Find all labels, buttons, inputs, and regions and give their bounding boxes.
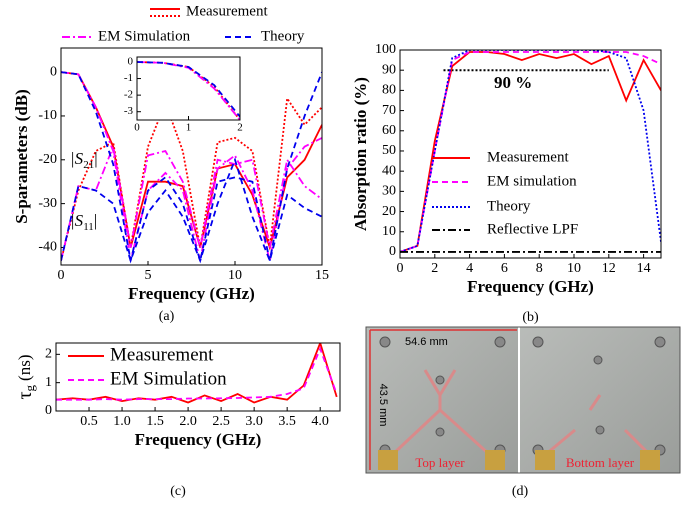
y-tick-label: -20 xyxy=(38,152,57,167)
y-tick-label: 90 xyxy=(382,62,396,77)
width-label: 54.6 mm xyxy=(405,336,448,348)
chart: 0 1 2 0 -1 -2 -3 xyxy=(124,56,243,134)
y-tick-label: 0 xyxy=(128,56,134,68)
x-axis-label: Frequency (GHz) xyxy=(128,284,255,303)
series-line xyxy=(400,50,661,253)
x-tick-label: 4.0 xyxy=(311,414,329,429)
x-axis-label: Frequency (GHz) xyxy=(135,430,262,449)
y-axis-label: τg (ns) xyxy=(14,355,37,400)
x-tick-label: 1.5 xyxy=(146,414,164,429)
height-label: 43.5 mm xyxy=(377,384,389,427)
y-tick-label: 100 xyxy=(375,42,396,57)
y-tick-label: -3 xyxy=(124,105,134,117)
y-tick-label: 20 xyxy=(382,204,396,219)
annotation: |S21| xyxy=(70,149,98,171)
x-tick-label: 1.0 xyxy=(113,414,131,429)
y-label-unit: (ns) xyxy=(15,355,34,381)
y-tick-label: -2 xyxy=(124,89,133,101)
caption: (c) xyxy=(170,484,186,499)
series-line xyxy=(61,157,322,264)
plot-frame xyxy=(136,56,241,121)
x-tick-label: 2 xyxy=(237,122,243,134)
x-tick-label: 10 xyxy=(228,268,242,283)
legend-label: Measurement xyxy=(487,149,569,165)
x-tick-label: 14 xyxy=(637,261,651,276)
x-tick-label: 0 xyxy=(58,268,65,283)
x-tick-label: 2 xyxy=(431,261,438,276)
threshold-label: 90 % xyxy=(494,73,532,92)
y-tick-label: 0 xyxy=(50,64,57,79)
caption: (b) xyxy=(522,310,539,325)
panel-label: Bottom layer xyxy=(566,455,635,470)
x-tick-label: 12 xyxy=(602,261,616,276)
photo: 54.6 mm 43.5 mm Top layer Bottom layer xyxy=(365,326,681,474)
chart: 0 2 4 6 8 10 12 14 0 10 20 30 40 50 60 70 80 90 100 90 % Fre… xyxy=(351,42,662,325)
plot-frame xyxy=(55,342,341,412)
x-tick-label: 1 xyxy=(186,122,192,134)
x-tick-label: 2.0 xyxy=(179,414,197,429)
annotation-text: |S xyxy=(70,211,84,230)
y-axis-label: S-parameters (dB) xyxy=(12,89,31,224)
legend-label: Theory xyxy=(261,28,305,44)
x-tick-label: 0 xyxy=(397,261,404,276)
legend-label: EM Simulation xyxy=(110,368,227,389)
x-axis-label: Frequency (GHz) xyxy=(467,277,594,296)
annotation: |S11| xyxy=(70,211,97,233)
legend-label: Theory xyxy=(487,198,531,214)
legend-label: Measurement xyxy=(186,3,268,19)
y-tick-label: -1 xyxy=(124,72,133,84)
x-tick-label: 0.5 xyxy=(80,414,98,429)
series-line xyxy=(137,61,240,118)
x-tick-label: 3.0 xyxy=(245,414,263,429)
y-tick-label: 2 xyxy=(45,347,52,362)
chart: 0.5 1.0 1.5 2.0 2.5 3.0 3.5 4.0 0 1 2 Frequency (GH… xyxy=(14,342,341,499)
y-tick-label: 30 xyxy=(382,184,396,199)
legend-label: Measurement xyxy=(110,344,214,365)
x-tick-label: 2.5 xyxy=(212,414,230,429)
x-tick-label: 3.5 xyxy=(278,414,296,429)
y-axis-label: Absorption ratio (%) xyxy=(351,77,370,231)
series-line xyxy=(61,143,322,261)
y-tick-label: -30 xyxy=(38,196,57,211)
caption: (d) xyxy=(512,484,529,499)
annotation-end: | xyxy=(94,211,97,230)
annotation-sub: 11 xyxy=(83,221,94,233)
x-tick-label: 10 xyxy=(567,261,581,276)
series-line xyxy=(61,95,322,261)
y-tick-label: 0 xyxy=(389,244,396,259)
y-tick-label: 40 xyxy=(382,163,396,178)
y-tick-label: 60 xyxy=(382,123,396,138)
series-line xyxy=(61,71,322,265)
x-tick-label: 6 xyxy=(501,261,508,276)
annotation-sub: 21 xyxy=(83,159,94,171)
legend-label: Reflective LPF xyxy=(487,221,578,237)
y-tick-label: 80 xyxy=(382,83,396,98)
annotation-text: |S xyxy=(70,149,84,168)
series-line xyxy=(61,71,322,261)
panel-label: Top layer xyxy=(415,455,465,470)
y-tick-label: 0 xyxy=(45,403,52,418)
legend-label: EM simulation xyxy=(487,173,577,189)
y-label-main: τ xyxy=(14,391,36,399)
plot-frame xyxy=(60,47,323,266)
y-tick-label: 10 xyxy=(382,224,396,239)
y-tick-label: -40 xyxy=(38,240,57,255)
x-tick-label: 8 xyxy=(536,261,543,276)
annotation-end: | xyxy=(94,149,97,168)
legend-label: EM Simulation xyxy=(98,28,191,44)
y-label-sub: g xyxy=(22,384,37,391)
y-tick-label: -10 xyxy=(38,108,57,123)
plot-frame xyxy=(399,49,662,259)
y-tick-label: 1 xyxy=(45,375,52,390)
x-tick-label: 4 xyxy=(466,261,473,276)
y-tick-label: 70 xyxy=(382,103,396,118)
y-tick-label: 50 xyxy=(382,143,396,158)
series-line xyxy=(56,346,338,401)
x-tick-label: 0 xyxy=(134,122,140,134)
x-tick-label: 5 xyxy=(145,268,152,283)
caption: (a) xyxy=(159,309,175,324)
x-tick-label: 15 xyxy=(315,268,329,283)
